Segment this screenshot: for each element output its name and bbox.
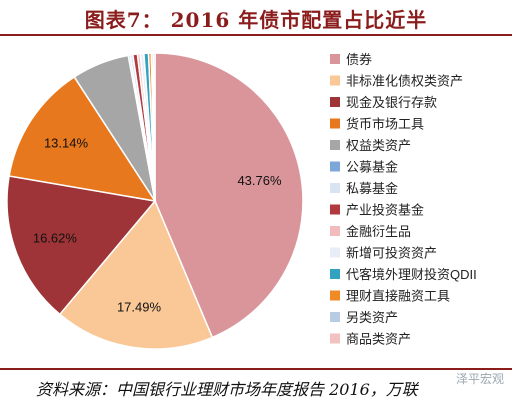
- watermark-text: 泽平宏观: [455, 372, 504, 386]
- legend-swatch: [330, 140, 340, 150]
- pie-slice: [154, 52, 304, 339]
- legend-swatch: [330, 161, 340, 172]
- legend-label: 产业投资基金: [346, 203, 424, 218]
- legend-label: 权益类资产: [346, 138, 411, 153]
- pie-slice: [58, 199, 214, 350]
- pie-data-label: 43.76%: [237, 173, 282, 188]
- legend-swatch: [330, 333, 340, 344]
- legend-swatch: [330, 97, 340, 107]
- legend-swatch: [330, 226, 340, 236]
- pie-slices: [6, 52, 304, 350]
- legend-label: 金融衍生品: [346, 224, 411, 239]
- pie-data-label: 17.49%: [117, 299, 162, 314]
- pie-chart: 43.76% 17.49% 16.62% 13.14% 债券非标准化债权类资产现金及银…: [6, 52, 477, 350]
- title-bar: 图表7： 2016 年债市配置占比近半: [0, 0, 512, 36]
- legend-label: 公募基金: [346, 160, 398, 175]
- chart-title: 图表7： 2016 年债市配置占比近半: [84, 8, 428, 32]
- pie-slice: [152, 52, 156, 202]
- pie-data-labels: 43.76% 17.49% 16.62% 13.14%: [33, 135, 282, 314]
- legend-swatch: [330, 75, 340, 86]
- source-note: 资料来源：中国银行业理财市场年度报告 2016，万联: [36, 380, 418, 399]
- legend-swatch: [330, 269, 340, 279]
- legend-swatch: [330, 183, 340, 193]
- legend-label: 新增可投资资产: [346, 246, 437, 261]
- legend-label: 非标准化债权类资产: [346, 74, 463, 89]
- legend-label: 货币市场工具: [346, 117, 424, 132]
- legend-swatch: [330, 312, 340, 322]
- pie-data-label: 16.62%: [33, 231, 78, 246]
- pie-data-label: 13.14%: [44, 135, 89, 150]
- legend-swatch: [330, 247, 340, 258]
- legend-label: 债券: [346, 52, 372, 67]
- legend-label: 现金及银行存款: [346, 95, 437, 110]
- legend-label: 私募基金: [346, 181, 398, 196]
- pie-slice: [6, 175, 157, 316]
- chart-legend: 债券非标准化债权类资产现金及银行存款货币市场工具权益类资产公募基金私募基金产业投…: [330, 52, 477, 347]
- legend-swatch: [330, 118, 340, 129]
- legend-label: 代客境外理财投资QDII: [346, 267, 477, 282]
- pie-slice: [8, 75, 157, 203]
- source-bar: 资料来源：中国银行业理财市场年度报告 2016，万联: [0, 368, 512, 404]
- legend-swatch: [330, 290, 340, 301]
- legend-label: 商品类资产: [346, 332, 411, 347]
- legend-swatch: [330, 204, 340, 215]
- legend-label: 另类资产: [346, 310, 398, 325]
- chart-area: 43.76% 17.49% 16.62% 13.14% 债券非标准化债权类资产 现金及银…: [0, 36, 512, 366]
- legend-label: 理财直接融资工具: [346, 289, 450, 304]
- legend-swatch: [330, 54, 340, 64]
